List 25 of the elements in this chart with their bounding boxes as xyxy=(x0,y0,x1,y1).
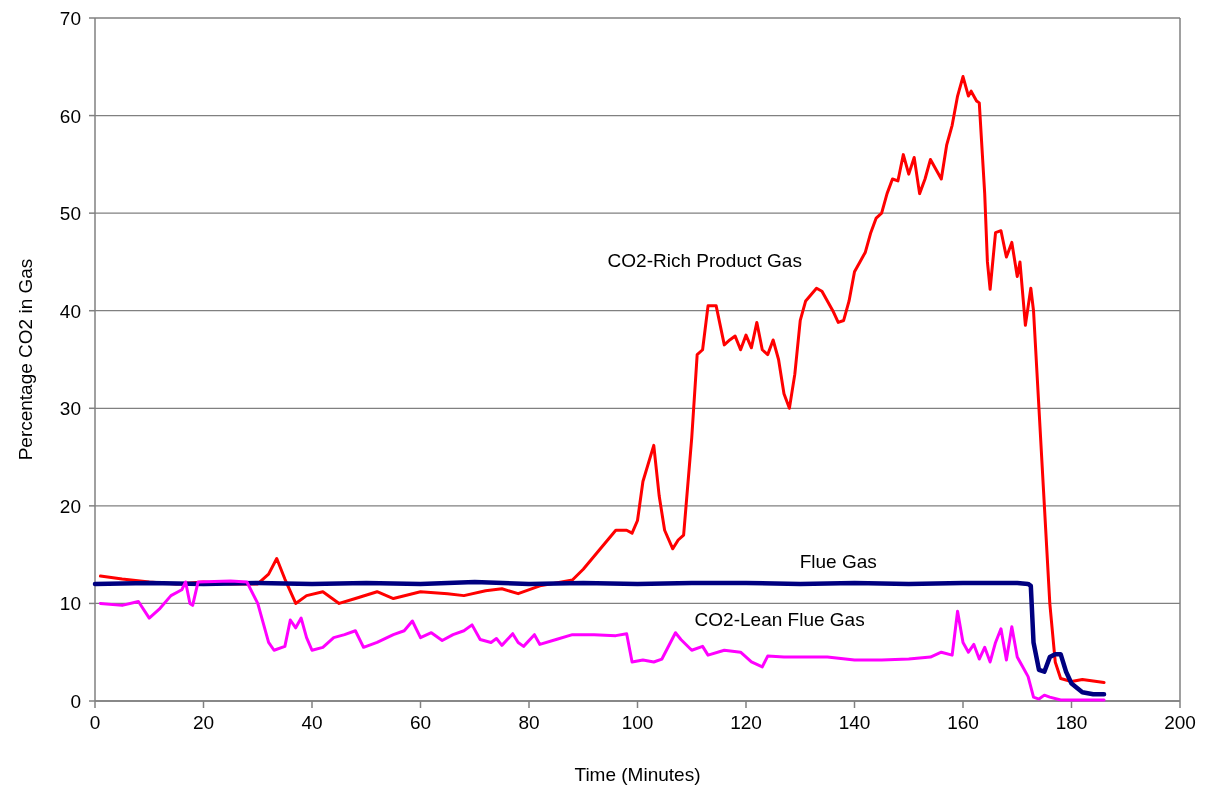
y-tick-label: 70 xyxy=(59,8,81,29)
x-tick-label: 40 xyxy=(301,712,323,733)
x-tick-label: 160 xyxy=(947,712,979,733)
x-tick-label: 60 xyxy=(409,712,432,733)
x-tick-label: 200 xyxy=(1164,712,1196,733)
x-tick-label: 180 xyxy=(1055,712,1088,733)
series-label: Flue Gas xyxy=(799,550,877,572)
y-tick-label: 20 xyxy=(59,495,81,517)
x-axis-title: Time (Minutes) xyxy=(574,764,701,785)
y-tick-label: 30 xyxy=(59,398,81,420)
y-tick-label: 60 xyxy=(59,105,81,127)
y-tick-label: 40 xyxy=(59,300,81,322)
series-label: CO2-Rich Product Gas xyxy=(607,250,802,272)
x-tick-label: 140 xyxy=(838,712,871,733)
y-tick-label: 0 xyxy=(70,691,81,712)
series-label: CO2-Lean Flue Gas xyxy=(694,609,865,631)
x-tick-label: 0 xyxy=(89,712,101,733)
x-tick-label: 120 xyxy=(730,712,762,733)
x-tick-label: 100 xyxy=(621,712,654,733)
line-series xyxy=(98,75,1106,684)
y-axis-title: Percentage CO2 in Gas xyxy=(15,258,36,461)
x-tick-label: 20 xyxy=(192,712,215,733)
x-tick-label: 80 xyxy=(518,712,540,733)
y-tick-label: 10 xyxy=(59,593,81,615)
y-tick-label: 50 xyxy=(59,203,81,225)
